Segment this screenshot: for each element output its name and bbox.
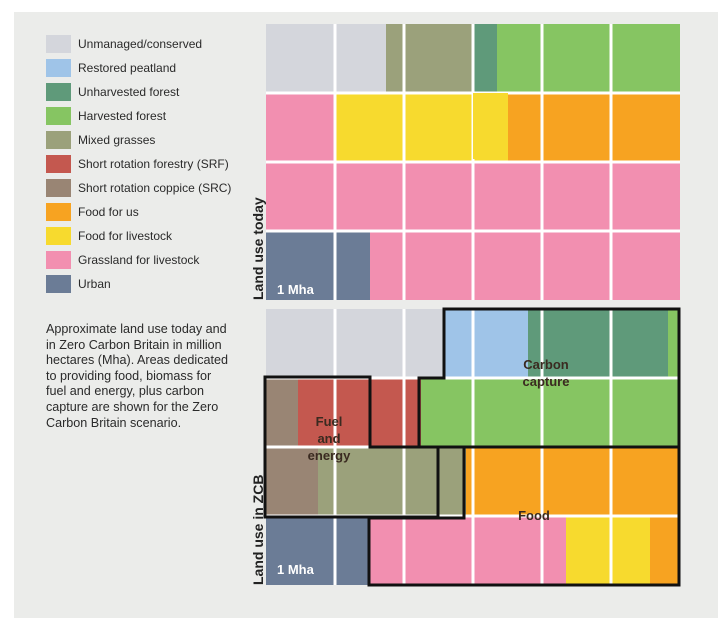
panel1-row0-block-unmanaged — [266, 309, 444, 378]
unit-label-today: 1 Mha — [277, 282, 315, 297]
legend-label-peat: Restored peatland — [78, 61, 177, 75]
legend-swatch-unharvested — [46, 83, 71, 101]
panel0-row1-block-food_livestock-step — [473, 93, 508, 159]
legend-swatch-food_us — [46, 203, 71, 221]
legend-swatch-srf — [46, 155, 71, 173]
panel1-grid-hline — [266, 376, 680, 380]
region-label-1: and — [317, 431, 340, 446]
legend-label-food_us: Food for us — [78, 205, 139, 219]
panel0-row3-block-grassland — [370, 231, 680, 300]
panel1-row1-block-src — [266, 378, 298, 447]
region-outline-fuel-energy — [263, 375, 440, 519]
legend-item-food_livestock: Food for livestock — [46, 224, 231, 248]
region-label-2: Food — [518, 508, 550, 523]
panel0-grid-hline — [266, 160, 680, 164]
panel0-row0-block-harvested — [497, 24, 680, 93]
panel1-row0-block-harvested — [668, 309, 680, 378]
panel1-row0-block-unharvested — [528, 309, 668, 378]
panel0-row1-block-food_us — [508, 93, 680, 162]
legend-item-peat: Restored peatland — [46, 56, 231, 80]
legend-swatch-food_livestock — [46, 227, 71, 245]
legend-label-srf: Short rotation forestry (SRF) — [78, 157, 229, 171]
region-label-1: energy — [308, 448, 351, 463]
region-label-1: Fuel — [316, 414, 343, 429]
panel1-row2-block-food_us — [466, 447, 680, 516]
legend-swatch-urban — [46, 275, 71, 293]
legend-label-harvested: Harvested forest — [78, 109, 167, 123]
legend-label-grasses: Mixed grasses — [78, 133, 156, 147]
legend-swatch-grassland — [46, 251, 71, 269]
panel1-row3-block-food_livestock — [566, 516, 650, 585]
legend-label-grassland: Grassland for livestock — [78, 253, 200, 267]
panel1-grid-hline — [266, 514, 680, 518]
legend-label-unharvested: Unharvested forest — [78, 85, 180, 99]
panel1-row0-block-peat — [444, 309, 528, 378]
panel0-row0-block-unharvested — [473, 24, 497, 93]
legend-item-unmanaged: Unmanaged/conserved — [46, 32, 231, 56]
legend-item-food_us: Food for us — [46, 200, 231, 224]
region-outline-food — [367, 445, 681, 587]
panel1-row2-block-grasses — [318, 447, 466, 516]
legend-swatch-unmanaged — [46, 35, 71, 53]
panel1-row2-block-src — [266, 447, 318, 516]
legend-label-food_livestock: Food for livestock — [78, 229, 173, 243]
caption: Approximate land use today and in Zero C… — [46, 322, 229, 430]
panel0-row1-block-grassland — [266, 93, 335, 162]
panel1-row3-block-urban — [266, 516, 370, 585]
legend-item-src: Short rotation coppice (SRC) — [46, 176, 231, 200]
legend-item-unharvested: Unharvested forest — [46, 80, 231, 104]
legend-label-src: Short rotation coppice (SRC) — [78, 181, 232, 195]
panel-label-0: Land use today — [250, 197, 266, 300]
legend-item-grassland: Grassland for livestock — [46, 248, 231, 272]
legend-item-urban: Urban — [46, 272, 231, 296]
legend-swatch-src — [46, 179, 71, 197]
panel-label-1: Land use in ZCB — [250, 475, 266, 585]
region-label-0: Carbon — [523, 357, 569, 372]
panel1-row1-block-harvested — [421, 378, 680, 447]
legend-label-unmanaged: Unmanaged/conserved — [78, 37, 203, 51]
legend-label-urban: Urban — [78, 277, 111, 291]
panel1-row3-block-food_us — [650, 516, 680, 585]
panel0-row0-block-grasses — [386, 24, 473, 93]
legend: Unmanaged/conserved Restored peatland Unha… — [46, 32, 231, 296]
panel0-row3-block-urban — [266, 231, 370, 300]
panel1-row1-block-srf — [298, 378, 421, 447]
legend-item-grasses: Mixed grasses — [46, 128, 231, 152]
panel0-row0-block-unmanaged — [266, 24, 386, 93]
panel1-row3-block-grassland — [370, 516, 566, 585]
legend-swatch-grasses — [46, 131, 71, 149]
legend-swatch-peat — [46, 59, 71, 77]
legend-swatch-harvested — [46, 107, 71, 125]
legend-item-harvested: Harvested forest — [46, 104, 231, 128]
region-label-0: capture — [523, 374, 570, 389]
panel0-grid-hline — [266, 229, 680, 233]
legend-item-srf: Short rotation forestry (SRF) — [46, 152, 231, 176]
unit-label-zcb: 1 Mha — [277, 562, 315, 577]
